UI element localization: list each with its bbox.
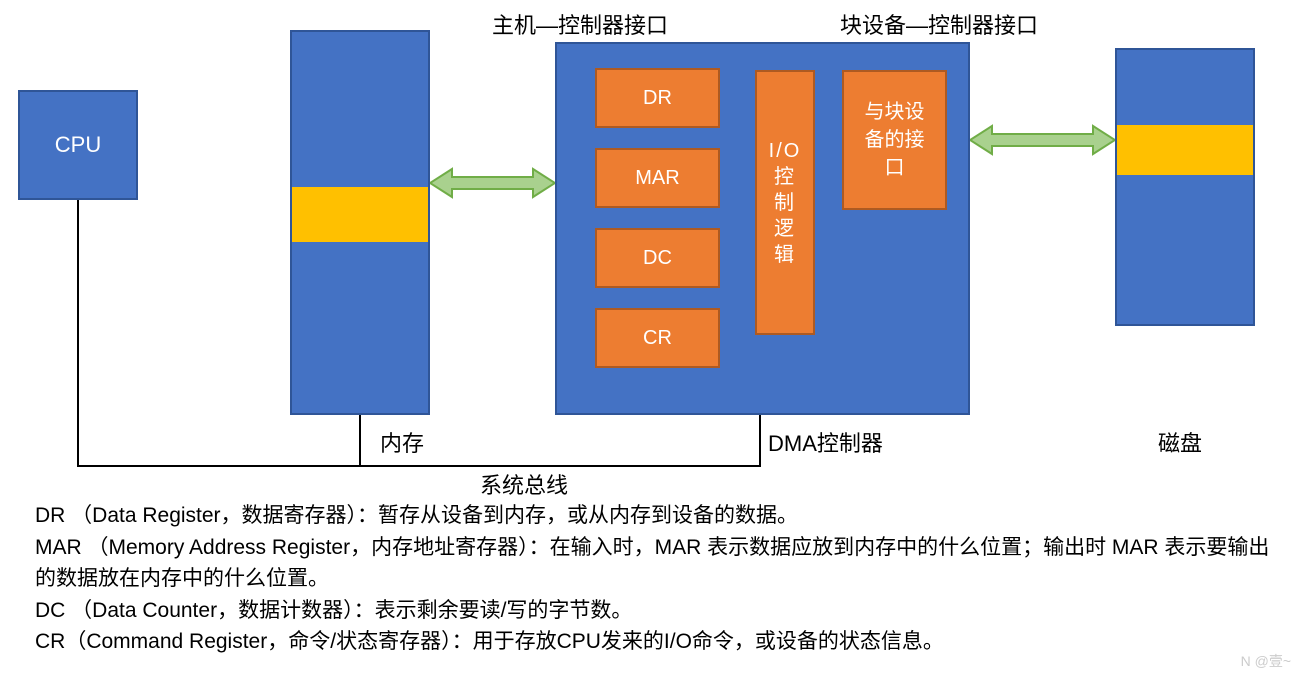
register-mar: MAR <box>595 148 720 208</box>
memory-stripe <box>292 187 428 242</box>
memory-label: 内存 <box>380 426 424 458</box>
disk-stripe <box>1117 125 1253 175</box>
register-dr-label: DR <box>643 87 672 110</box>
io-logic-label: I/O控制逻辑 <box>769 138 802 268</box>
cpu-box: CPU <box>18 90 138 200</box>
memory-box <box>290 30 430 415</box>
desc-dc: DC （Data Counter，数据计数器）：表示剩余要读/写的字节数。 <box>35 595 1275 627</box>
watermark: N @壹~ <box>1241 651 1291 671</box>
system-bus-label: 系统总线 <box>480 468 568 500</box>
disk-box <box>1115 48 1255 326</box>
register-mar-label: MAR <box>635 167 679 190</box>
arrow-dma-disk <box>970 122 1115 158</box>
block-interface-label: 块设备—控制器接口 <box>840 8 1038 40</box>
desc-cr: CR（Command Register，命令/状态寄存器）：用于存放CPU发来的… <box>35 626 1275 658</box>
desc-dr: DR （Data Register，数据寄存器）：暂存从设备到内存，或从内存到设… <box>35 500 1275 532</box>
io-logic-box: I/O控制逻辑 <box>755 70 815 335</box>
register-dr: DR <box>595 68 720 128</box>
bus-horizontal <box>77 465 761 467</box>
bus-mem-drop <box>359 415 361 466</box>
desc-mar: MAR （Memory Address Register，内存地址寄存器）：在输… <box>35 532 1275 595</box>
arrow-mem-dma <box>430 165 555 201</box>
diagram-area: 主机—控制器接口 块设备—控制器接口 CPU DR MAR DC CR I/O控… <box>0 0 1303 490</box>
register-cr-label: CR <box>643 327 672 350</box>
cpu-label: CPU <box>55 132 101 158</box>
block-interface-box: 与块设备的接口 <box>842 70 947 210</box>
disk-label: 磁盘 <box>1158 426 1202 458</box>
bus-dma-drop <box>759 415 761 466</box>
register-cr: CR <box>595 308 720 368</box>
host-interface-label: 主机—控制器接口 <box>492 8 668 40</box>
register-dc: DC <box>595 228 720 288</box>
register-dc-label: DC <box>643 247 672 270</box>
description-area: DR （Data Register，数据寄存器）：暂存从设备到内存，或从内存到设… <box>35 500 1275 658</box>
block-interface-inner-label: 与块设备的接口 <box>865 98 925 182</box>
dma-label: DMA控制器 <box>768 426 883 458</box>
bus-cpu-drop <box>77 200 79 466</box>
